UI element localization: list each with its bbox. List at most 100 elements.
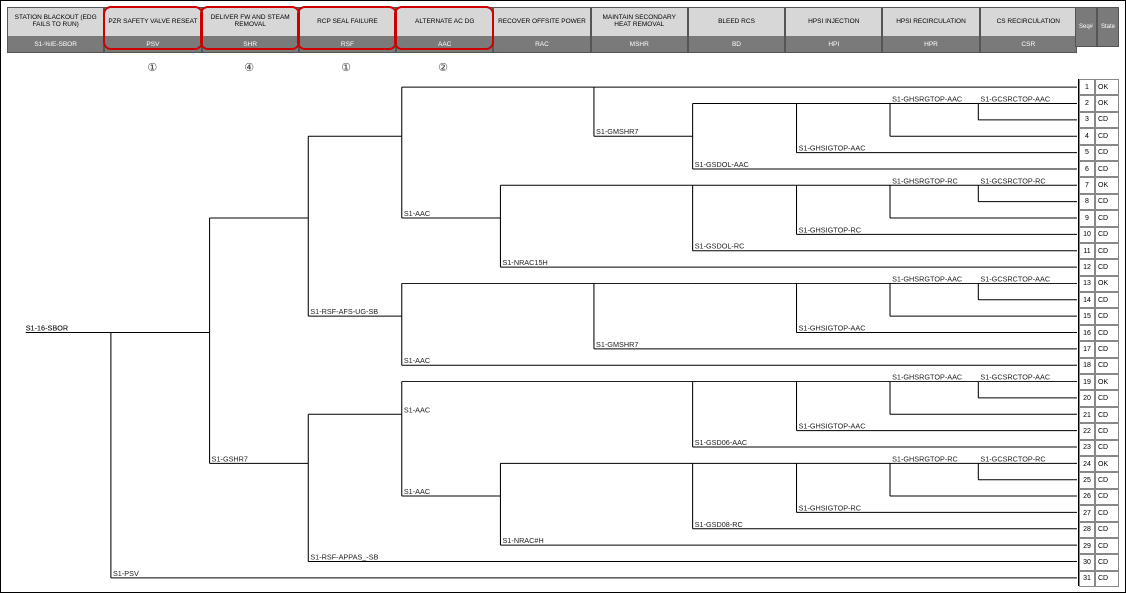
node-label: S1-AAC [404,210,430,218]
sequence-state: CD [1095,489,1119,505]
sequence-number: 18 [1079,358,1095,374]
sequence-row: 2OK [1079,95,1119,111]
sequence-number: 24 [1079,456,1095,472]
sequence-state: OK [1095,456,1119,472]
sequence-number: 8 [1079,194,1095,210]
node-label: S1-GSDOL-RC [695,243,745,251]
sequence-row: 23CD [1079,440,1119,456]
sequence-row: 31CD [1079,571,1119,587]
header-col-shr: DELIVER FW AND STEAM REMOVALSHR [202,7,299,53]
sequence-number: 30 [1079,554,1095,570]
sequence-state: OK [1095,276,1119,292]
sequence-number: 13 [1079,276,1095,292]
node-label: S1-GHSRGTOP-RC [892,455,958,463]
header-col-s1-%ie-sbor: STATION BLACKOUT (EDG FAILS TO RUN)S1-%I… [7,7,104,53]
sequence-row: 27CD [1079,505,1119,521]
header-abbr: HPI [786,36,881,52]
annotation-circle: ② [438,61,448,74]
node-label: S1-GCSRCTOP-AAC [980,276,1050,284]
sequence-row: 5CD [1079,145,1119,161]
sequence-state: CD [1095,505,1119,521]
sequence-state: CD [1095,390,1119,406]
header-title: HPSI RECIRCULATION [883,8,978,36]
node-label: S1-GCSRCTOP-RC [980,177,1045,185]
header-title: STATION BLACKOUT (EDG FAILS TO RUN) [8,8,103,36]
sequence-row: 11CD [1079,243,1119,259]
sequence-number: 5 [1079,145,1095,161]
header-abbr: S1-%IE-SBOR [8,36,103,52]
sequence-row: 12CD [1079,259,1119,275]
header-col-rac: RECOVER OFFSITE POWERRAC [493,7,590,53]
sequence-state: OK [1095,79,1119,95]
sequence-row: 25CD [1079,472,1119,488]
sequence-number: 26 [1079,489,1095,505]
sequence-state: OK [1095,95,1119,111]
header-abbr: RAC [494,36,589,52]
sequence-number: 15 [1079,308,1095,324]
sequence-row: 20CD [1079,390,1119,406]
sequence-state: CD [1095,145,1119,161]
sequence-number: 31 [1079,571,1095,587]
header-abbr: PSV [105,36,200,52]
header-col-mshr: MAINTAIN SECONDARY HEAT REMOVALMSHR [591,7,688,53]
annotation-circle: ① [147,61,157,74]
sequence-number: 19 [1079,374,1095,390]
sequence-number: 12 [1079,259,1095,275]
header-end-seq#: Seq# [1075,7,1097,47]
sequence-row: 30CD [1079,554,1119,570]
header-col-psv: PZR SAFETY VALVE RESEATPSV [104,7,201,53]
header-col-bd: BLEED RCSBD [688,7,785,53]
annotation-circle: ① [341,61,351,74]
sequence-state: OK [1095,177,1119,193]
sequence-state: CD [1095,259,1119,275]
node-label: S1-NRAC15H [503,259,548,267]
sequence-row: 15CD [1079,308,1119,324]
header-title: CS RECIRCULATION [981,8,1076,36]
sequence-state: CD [1095,227,1119,243]
annotation-circle: ④ [244,61,254,74]
node-label: S1-AAC [404,357,430,365]
header-title: DELIVER FW AND STEAM REMOVAL [203,8,298,36]
node-label: S1-GCSRCTOP-AAC [980,374,1050,382]
sequence-row: 21CD [1079,407,1119,423]
node-label: S1-16-SBOR [26,325,68,333]
sequence-row: 7OK [1079,177,1119,193]
sequence-row: 28CD [1079,522,1119,538]
sequence-state: CD [1095,161,1119,177]
sequence-row: 19OK [1079,374,1119,390]
header-title: ALTERNATE AC DG [397,8,492,36]
sequence-number: 9 [1079,210,1095,226]
node-label: S1-GHSRGTOP-AAC [892,374,962,382]
header-title: PZR SAFETY VALVE RESEAT [105,8,200,36]
sequence-state-column: 1OK2OK3CD4CD5CD6CD7OK8CD9CD10CD11CD12CD1… [1078,79,1119,586]
header-col-hpi: HPSI INJECTIONHPI [785,7,882,53]
sequence-number: 20 [1079,390,1095,406]
header-abbr: SHR [203,36,298,52]
sequence-number: 14 [1079,292,1095,308]
sequence-number: 21 [1079,407,1095,423]
sequence-state: CD [1095,210,1119,226]
sequence-number: 7 [1079,177,1095,193]
node-label: S1-AAC [404,406,430,414]
header-title: HPSI INJECTION [786,8,881,36]
header-abbr: MSHR [592,36,687,52]
sequence-state: CD [1095,243,1119,259]
header-abbr: HPR [883,36,978,52]
node-label: S1-GHSRGTOP-AAC [892,96,962,104]
sequence-state: CD [1095,292,1119,308]
sequence-number: 27 [1079,505,1095,521]
sequence-state: CD [1095,341,1119,357]
sequence-row: 26CD [1079,489,1119,505]
sequence-row: 16CD [1079,325,1119,341]
node-label: S1-GMSHR7 [596,341,638,349]
sequence-row: 18CD [1079,358,1119,374]
header-title: RECOVER OFFSITE POWER [494,8,589,36]
node-label: S1-GSDOL-AAC [695,161,749,169]
node-label: S1-GCSRCTOP-AAC [980,96,1050,104]
sequence-number: 2 [1079,95,1095,111]
sequence-number: 23 [1079,440,1095,456]
header-title: RCP SEAL FAILURE [300,8,395,36]
sequence-row: 29CD [1079,538,1119,554]
header-abbr: CSR [981,36,1076,52]
sequence-number: 3 [1079,112,1095,128]
